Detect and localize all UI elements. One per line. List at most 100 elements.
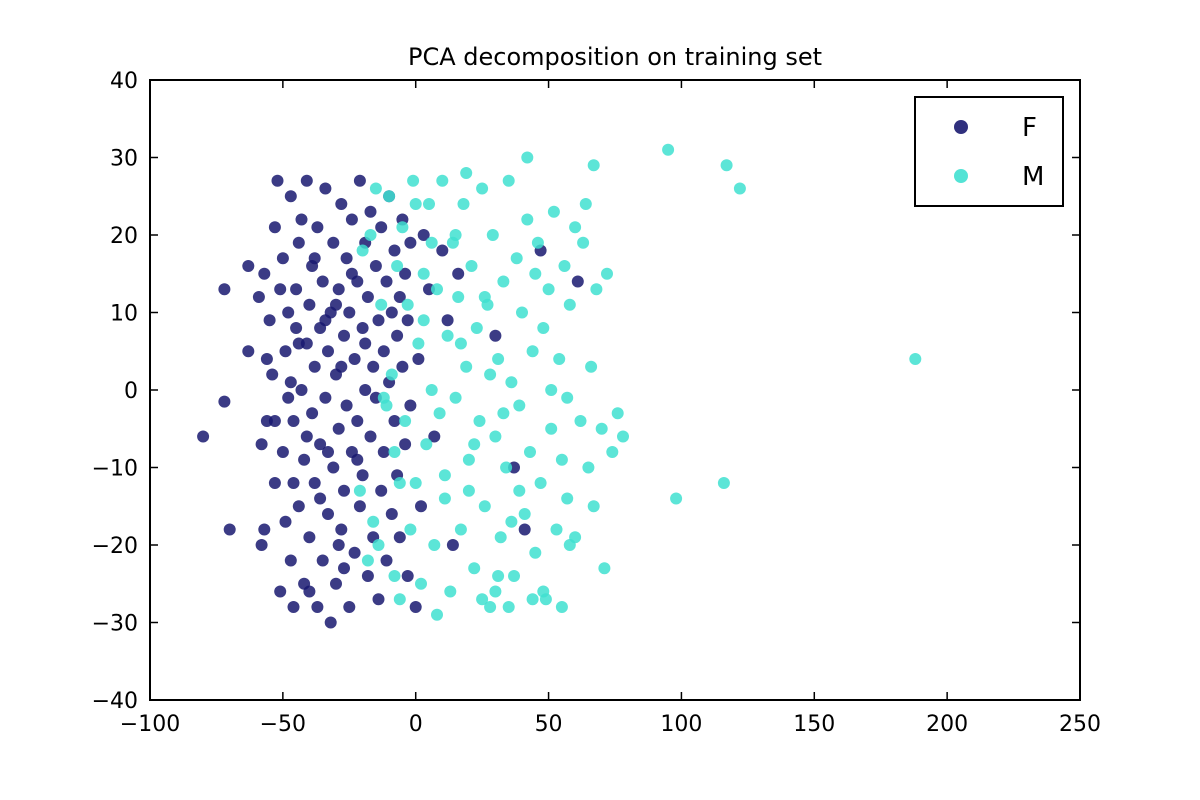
point-m-126 (356, 244, 369, 257)
point-m-124 (529, 267, 542, 280)
point-m-122 (497, 407, 510, 420)
point-f-88 (367, 360, 380, 373)
point-m-17 (409, 477, 422, 489)
point-m-18 (412, 337, 425, 350)
point-f-106 (391, 329, 404, 342)
point-f-133 (268, 415, 281, 427)
point-f-116 (404, 236, 417, 249)
point-f-115 (401, 570, 414, 582)
point-f-69 (340, 252, 353, 265)
x-axis-tick-labels: −100 −50 0 50 100 150 200 250 (120, 712, 1101, 737)
point-m-57 (516, 306, 528, 319)
point-f-81 (356, 469, 369, 482)
point-f-98 (380, 275, 393, 288)
point-f-92 (372, 314, 385, 327)
point-m-40 (470, 322, 483, 334)
point-m-10 (391, 260, 404, 272)
point-m-23 (425, 384, 438, 396)
point-m-47 (489, 430, 502, 443)
point-m-73 (558, 260, 571, 272)
point-m-62 (529, 546, 542, 559)
x-tick-label: −100 (120, 712, 180, 737)
point-m-63 (531, 236, 544, 249)
point-f-0 (197, 430, 210, 443)
point-m-45 (484, 601, 497, 613)
point-m-123 (513, 484, 526, 497)
point-m-111 (449, 229, 462, 241)
point-f-124 (436, 244, 449, 257)
point-f-39 (300, 174, 313, 187)
point-f-58 (327, 461, 340, 474)
point-f-14 (266, 368, 279, 381)
point-m-108 (409, 198, 422, 210)
point-m-19 (415, 577, 427, 590)
point-m-30 (444, 585, 457, 598)
point-m-60 (524, 446, 536, 458)
point-f-41 (303, 298, 316, 311)
point-m-119 (454, 337, 467, 350)
point-f-24 (282, 391, 295, 404)
point-m-79 (582, 461, 595, 474)
point-m-9 (388, 446, 401, 458)
point-f-23 (279, 515, 292, 528)
y-tick-label: 0 (124, 379, 138, 404)
point-m-5 (375, 298, 388, 311)
y-tick-label: 10 (110, 302, 138, 327)
point-m-106 (377, 391, 390, 404)
point-f-67 (338, 484, 350, 497)
point-f-21 (276, 252, 289, 265)
point-f-61 (330, 577, 342, 590)
point-m-97 (569, 221, 582, 234)
point-f-65 (335, 523, 348, 536)
point-m-64 (534, 477, 547, 489)
point-m-88 (617, 430, 629, 443)
point-m-117 (545, 384, 558, 396)
point-m-114 (492, 570, 505, 582)
point-f-66 (338, 329, 350, 342)
point-m-74 (561, 492, 574, 505)
point-f-25 (282, 306, 295, 319)
point-f-114 (401, 314, 414, 327)
y-tick-label: 40 (110, 69, 138, 94)
point-f-95 (375, 221, 388, 234)
point-m-26 (433, 407, 446, 420)
point-f-112 (399, 438, 412, 451)
point-m-12 (396, 221, 409, 234)
point-f-141 (292, 337, 305, 350)
point-m-46 (486, 229, 499, 241)
point-m-89 (662, 143, 675, 156)
point-f-121 (417, 229, 430, 241)
point-m-53 (505, 376, 518, 389)
point-f-13 (263, 314, 276, 327)
point-m-98 (561, 391, 574, 404)
point-m-50 (497, 275, 510, 288)
point-m-68 (545, 422, 558, 435)
point-m-2 (364, 229, 377, 241)
point-m-104 (521, 151, 534, 164)
point-m-109 (425, 236, 438, 249)
point-f-20 (276, 446, 289, 458)
point-f-134 (284, 376, 297, 389)
point-f-93 (372, 593, 385, 606)
point-m-69 (547, 205, 560, 218)
point-m-51 (500, 461, 513, 474)
point-m-94 (909, 353, 922, 365)
point-f-139 (351, 453, 364, 466)
point-f-36 (298, 453, 311, 466)
x-tick-label: 250 (1059, 712, 1101, 737)
y-tick-label: 30 (110, 147, 138, 172)
point-m-13 (399, 415, 412, 427)
point-f-72 (345, 213, 358, 226)
point-m-21 (420, 438, 433, 451)
x-tick-label: −50 (260, 712, 306, 737)
point-f-42 (306, 407, 319, 420)
point-m-112 (462, 484, 475, 497)
point-m-127 (372, 539, 385, 551)
point-f-15 (268, 477, 281, 489)
point-m-34 (454, 523, 467, 536)
legend-box (914, 96, 1064, 207)
point-m-67 (542, 283, 555, 296)
legend-marker-f (954, 120, 968, 134)
point-m-101 (476, 593, 489, 606)
